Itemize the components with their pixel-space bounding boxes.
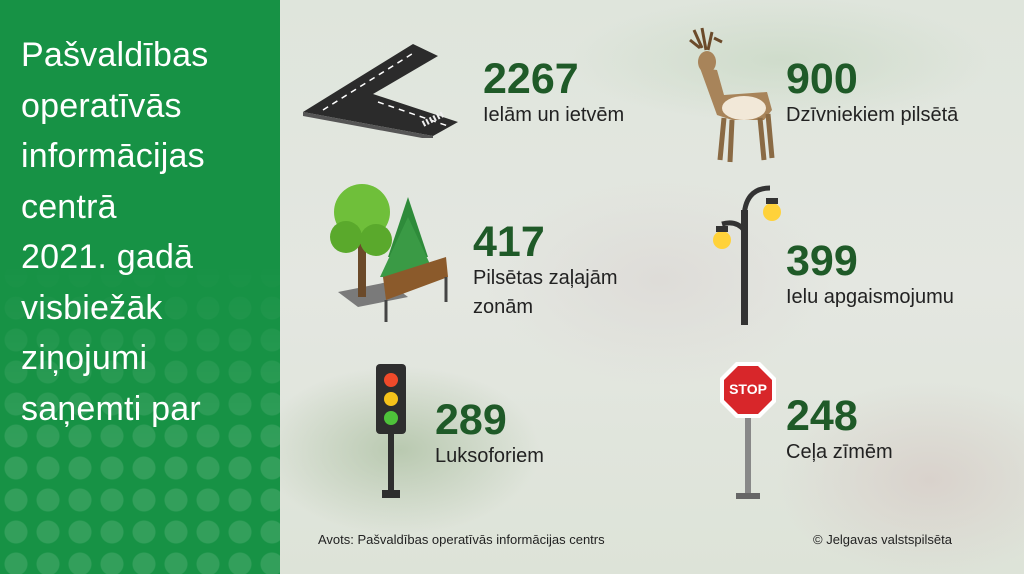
page-title: Pašvaldības operatīvās informācijas cent…: [21, 30, 208, 434]
stop-sign-icon: STOP: [718, 358, 778, 503]
title-line: Pašvaldības: [21, 36, 209, 74]
stat-label: zonām: [473, 296, 534, 318]
trees-bench-icon: [330, 184, 448, 322]
stat-street-lighting: 399 Ielu apgaismojumu: [786, 239, 954, 312]
copyright-note: © Jelgavas valstspilsēta: [813, 532, 952, 547]
stat-label: Dzīvniekiem pilsētā: [786, 104, 959, 126]
stat-value: 900: [786, 55, 858, 103]
stat-label: Ielām un ietvēm: [483, 104, 625, 126]
stat-label: Ceļa zīmēm: [786, 441, 893, 463]
title-panel: Pašvaldības operatīvās informācijas cent…: [0, 0, 280, 574]
title-line: ziņojumi: [21, 339, 148, 377]
title-line: saņemti par: [21, 389, 201, 428]
stat-label: Pilsētas zaļajām: [473, 267, 618, 289]
source-note: Avots: Pašvaldības operatīvās informācij…: [318, 532, 605, 547]
stat-animals: 900 Dzīvniekiem pilsētā: [786, 57, 958, 130]
stat-streets: 2267 Ielām un ietvēm: [483, 57, 624, 130]
title-line: visbiežāk: [21, 288, 163, 327]
stop-sign-text: STOP: [729, 381, 767, 397]
title-line: informācijas: [21, 137, 205, 175]
stat-traffic-lights: 289 Luksoforiem: [435, 398, 544, 471]
title-line: 2021. gadā: [21, 238, 194, 276]
street-lamp-icon: [713, 185, 781, 325]
stat-value: 248: [786, 392, 858, 440]
title-line: operatīvās: [21, 86, 182, 125]
dot-pattern: [0, 260, 280, 574]
stat-green-zones: 417 Pilsētas zaļajām zonām: [473, 220, 618, 322]
stat-label: Ielu apgaismojumu: [786, 286, 954, 308]
stat-value: 399: [786, 237, 858, 285]
stop-sign-shape: [720, 362, 776, 499]
traffic-light-icon: [376, 364, 406, 498]
stat-value: 417: [473, 218, 545, 266]
stat-label: Luksoforiem: [435, 445, 544, 467]
stat-road-signs: 248 Ceļa zīmēm: [786, 394, 893, 467]
title-line: centrā: [21, 187, 117, 226]
deer-icon: [689, 27, 775, 163]
stat-value: 289: [435, 396, 507, 444]
stat-value: 2267: [483, 55, 579, 103]
road-icon: [303, 44, 458, 138]
